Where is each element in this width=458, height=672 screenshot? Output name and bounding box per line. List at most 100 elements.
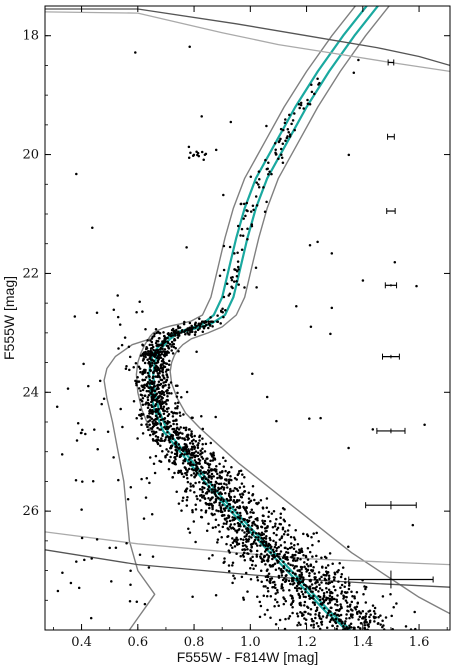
star-point	[162, 412, 166, 415]
star-point	[231, 546, 234, 550]
star-point	[119, 407, 122, 411]
star-point	[300, 571, 303, 575]
star-point	[96, 448, 99, 451]
star-point	[176, 430, 179, 434]
star-point	[173, 337, 176, 341]
star-point	[291, 119, 295, 122]
star-point	[155, 440, 159, 444]
star-point	[300, 547, 303, 551]
star-point	[144, 496, 148, 499]
star-point	[245, 506, 248, 510]
star-point	[190, 430, 193, 433]
star-point	[320, 575, 323, 579]
star-point	[189, 489, 192, 492]
star-point	[318, 583, 321, 587]
star-point	[268, 170, 271, 173]
star-point	[308, 587, 312, 591]
star-point	[210, 472, 214, 476]
star-point	[271, 526, 275, 529]
star-point	[155, 356, 159, 360]
star-point	[266, 574, 269, 577]
star-point	[306, 547, 310, 550]
star-point	[146, 339, 149, 342]
star-point	[251, 372, 254, 376]
star-point	[263, 519, 267, 523]
star-point	[222, 507, 226, 511]
star-point	[169, 444, 173, 448]
star-point	[256, 544, 259, 547]
star-point	[157, 380, 161, 384]
star-point	[325, 590, 329, 594]
star-point	[265, 200, 268, 204]
star-point	[267, 161, 270, 165]
star-point	[255, 286, 258, 289]
star-point	[309, 325, 313, 328]
star-point	[265, 167, 269, 171]
star-point	[135, 310, 138, 314]
star-point	[183, 437, 186, 440]
star-point	[161, 400, 164, 403]
star-point	[216, 489, 219, 492]
star-point	[294, 550, 298, 553]
star-point	[257, 532, 260, 535]
star-point	[250, 536, 253, 539]
star-point	[211, 488, 214, 491]
star-point	[155, 364, 158, 368]
star-point	[140, 417, 143, 420]
error-bar	[376, 427, 406, 434]
star-point	[311, 601, 315, 604]
star-point	[198, 327, 201, 330]
star-point	[60, 453, 64, 456]
star-point	[245, 512, 249, 515]
star-point	[361, 279, 365, 282]
star-point	[292, 557, 296, 560]
star-point	[158, 344, 162, 347]
star-point	[204, 477, 207, 480]
star-point	[151, 393, 155, 396]
star-point	[214, 415, 217, 419]
star-point	[271, 581, 275, 584]
star-point	[260, 525, 263, 528]
star-point	[267, 173, 270, 176]
star-point	[212, 490, 216, 493]
star-point	[214, 148, 218, 152]
star-point	[171, 434, 175, 437]
star-point	[154, 341, 158, 345]
star-point	[183, 330, 186, 334]
star-point	[157, 407, 160, 411]
star-point	[415, 284, 418, 288]
star-point	[80, 431, 83, 435]
star-point	[248, 500, 251, 504]
star-point	[243, 551, 246, 555]
star-point	[313, 572, 316, 575]
star-point	[129, 583, 132, 586]
star-point	[315, 606, 319, 610]
star-point	[163, 439, 166, 443]
star-point	[134, 362, 138, 365]
star-point	[200, 509, 203, 512]
star-point	[232, 505, 235, 509]
star-point	[289, 535, 293, 539]
star-point	[373, 620, 376, 623]
star-point	[117, 478, 120, 482]
star-point	[161, 432, 164, 436]
star-point	[175, 444, 178, 448]
star-point	[295, 589, 299, 592]
star-point	[288, 133, 292, 136]
star-point	[91, 226, 94, 230]
star-point	[294, 573, 297, 576]
star-point	[167, 347, 171, 350]
star-point	[325, 556, 328, 560]
star-point	[174, 458, 177, 461]
star-point	[221, 307, 224, 311]
star-point	[319, 602, 323, 606]
star-point	[187, 467, 191, 471]
star-point	[219, 491, 222, 494]
star-point	[162, 405, 166, 408]
star-point	[210, 320, 214, 323]
star-point	[153, 332, 156, 336]
star-point	[311, 586, 315, 590]
star-point	[305, 585, 308, 588]
star-point	[275, 517, 278, 521]
star-point	[247, 524, 250, 527]
